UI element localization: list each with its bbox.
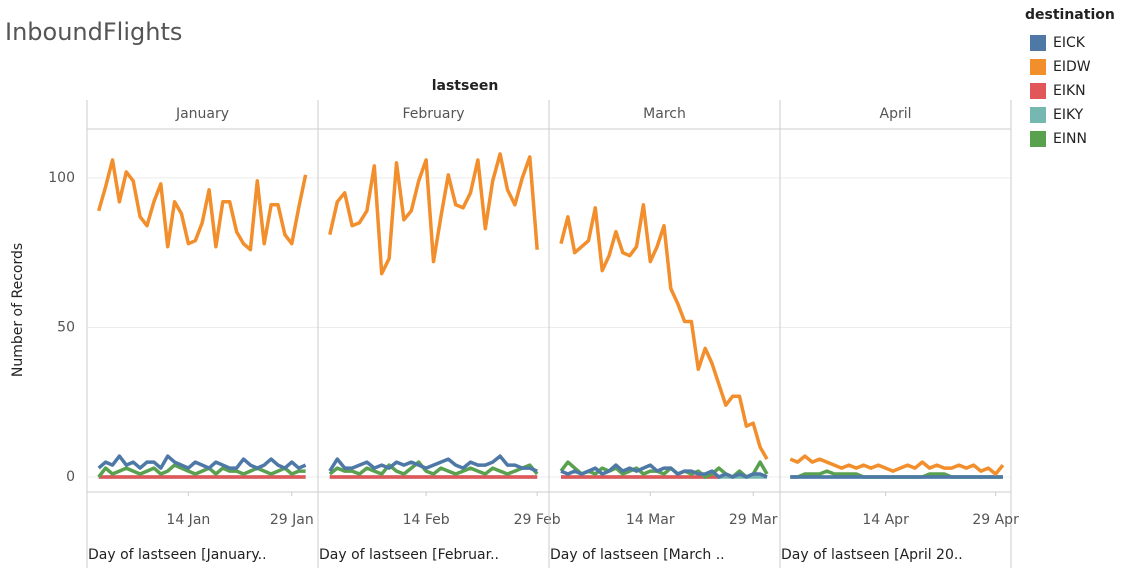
x-tick-label: 14 Apr [862,512,909,528]
series-line [559,203,769,460]
x-tick-label: 14 Mar [626,512,675,528]
series-line [789,454,1005,476]
x-tick-label: 14 Feb [403,512,450,528]
series-line [97,463,306,479]
series-line [97,454,307,470]
series-line [97,158,308,252]
x-tick-label: 29 Mar [729,512,778,528]
legend-title: destination [1025,7,1115,23]
legend-label: EIKY [1053,107,1084,123]
legend-label: EIDW [1053,59,1091,75]
x-tick-label: 29 Feb [514,512,561,528]
legend-label: EIKN [1053,83,1086,99]
legend-swatch [1030,35,1046,51]
series-line [560,463,768,479]
panel-header: February [402,106,464,122]
panel-header: April [880,106,912,122]
series-line [328,152,539,276]
x-tick-label: 29 Apr [972,512,1019,528]
y-tick-label: 50 [57,319,75,335]
x-axis-label: Day of lastseen [January.. [88,547,267,563]
y-tick-label: 0 [66,469,75,485]
legend-swatch [1030,107,1046,123]
x-tick-label: 14 Jan [166,512,210,528]
y-axis-label: Number of Records [10,243,26,377]
x-axis-label: Day of lastseen [Februar.. [319,547,499,563]
column-header: lastseen [432,78,499,94]
x-axis-label: Day of lastseen [April 20.. [781,547,963,563]
panel-header: March [643,106,686,122]
legend-label: EICK [1053,35,1086,51]
legend-label: EINN [1053,131,1087,147]
y-tick-label: 100 [48,170,75,186]
panel-header: January [175,106,229,122]
x-tick-label: 29 Jan [270,512,314,528]
x-axis-label: Day of lastseen [March .. [550,547,725,563]
series-line [328,454,538,473]
chart-title: InboundFlights [5,18,182,46]
legend-swatch [1030,83,1046,99]
legend-swatch [1030,131,1046,147]
series-line [328,460,539,476]
legend-swatch [1030,59,1046,75]
